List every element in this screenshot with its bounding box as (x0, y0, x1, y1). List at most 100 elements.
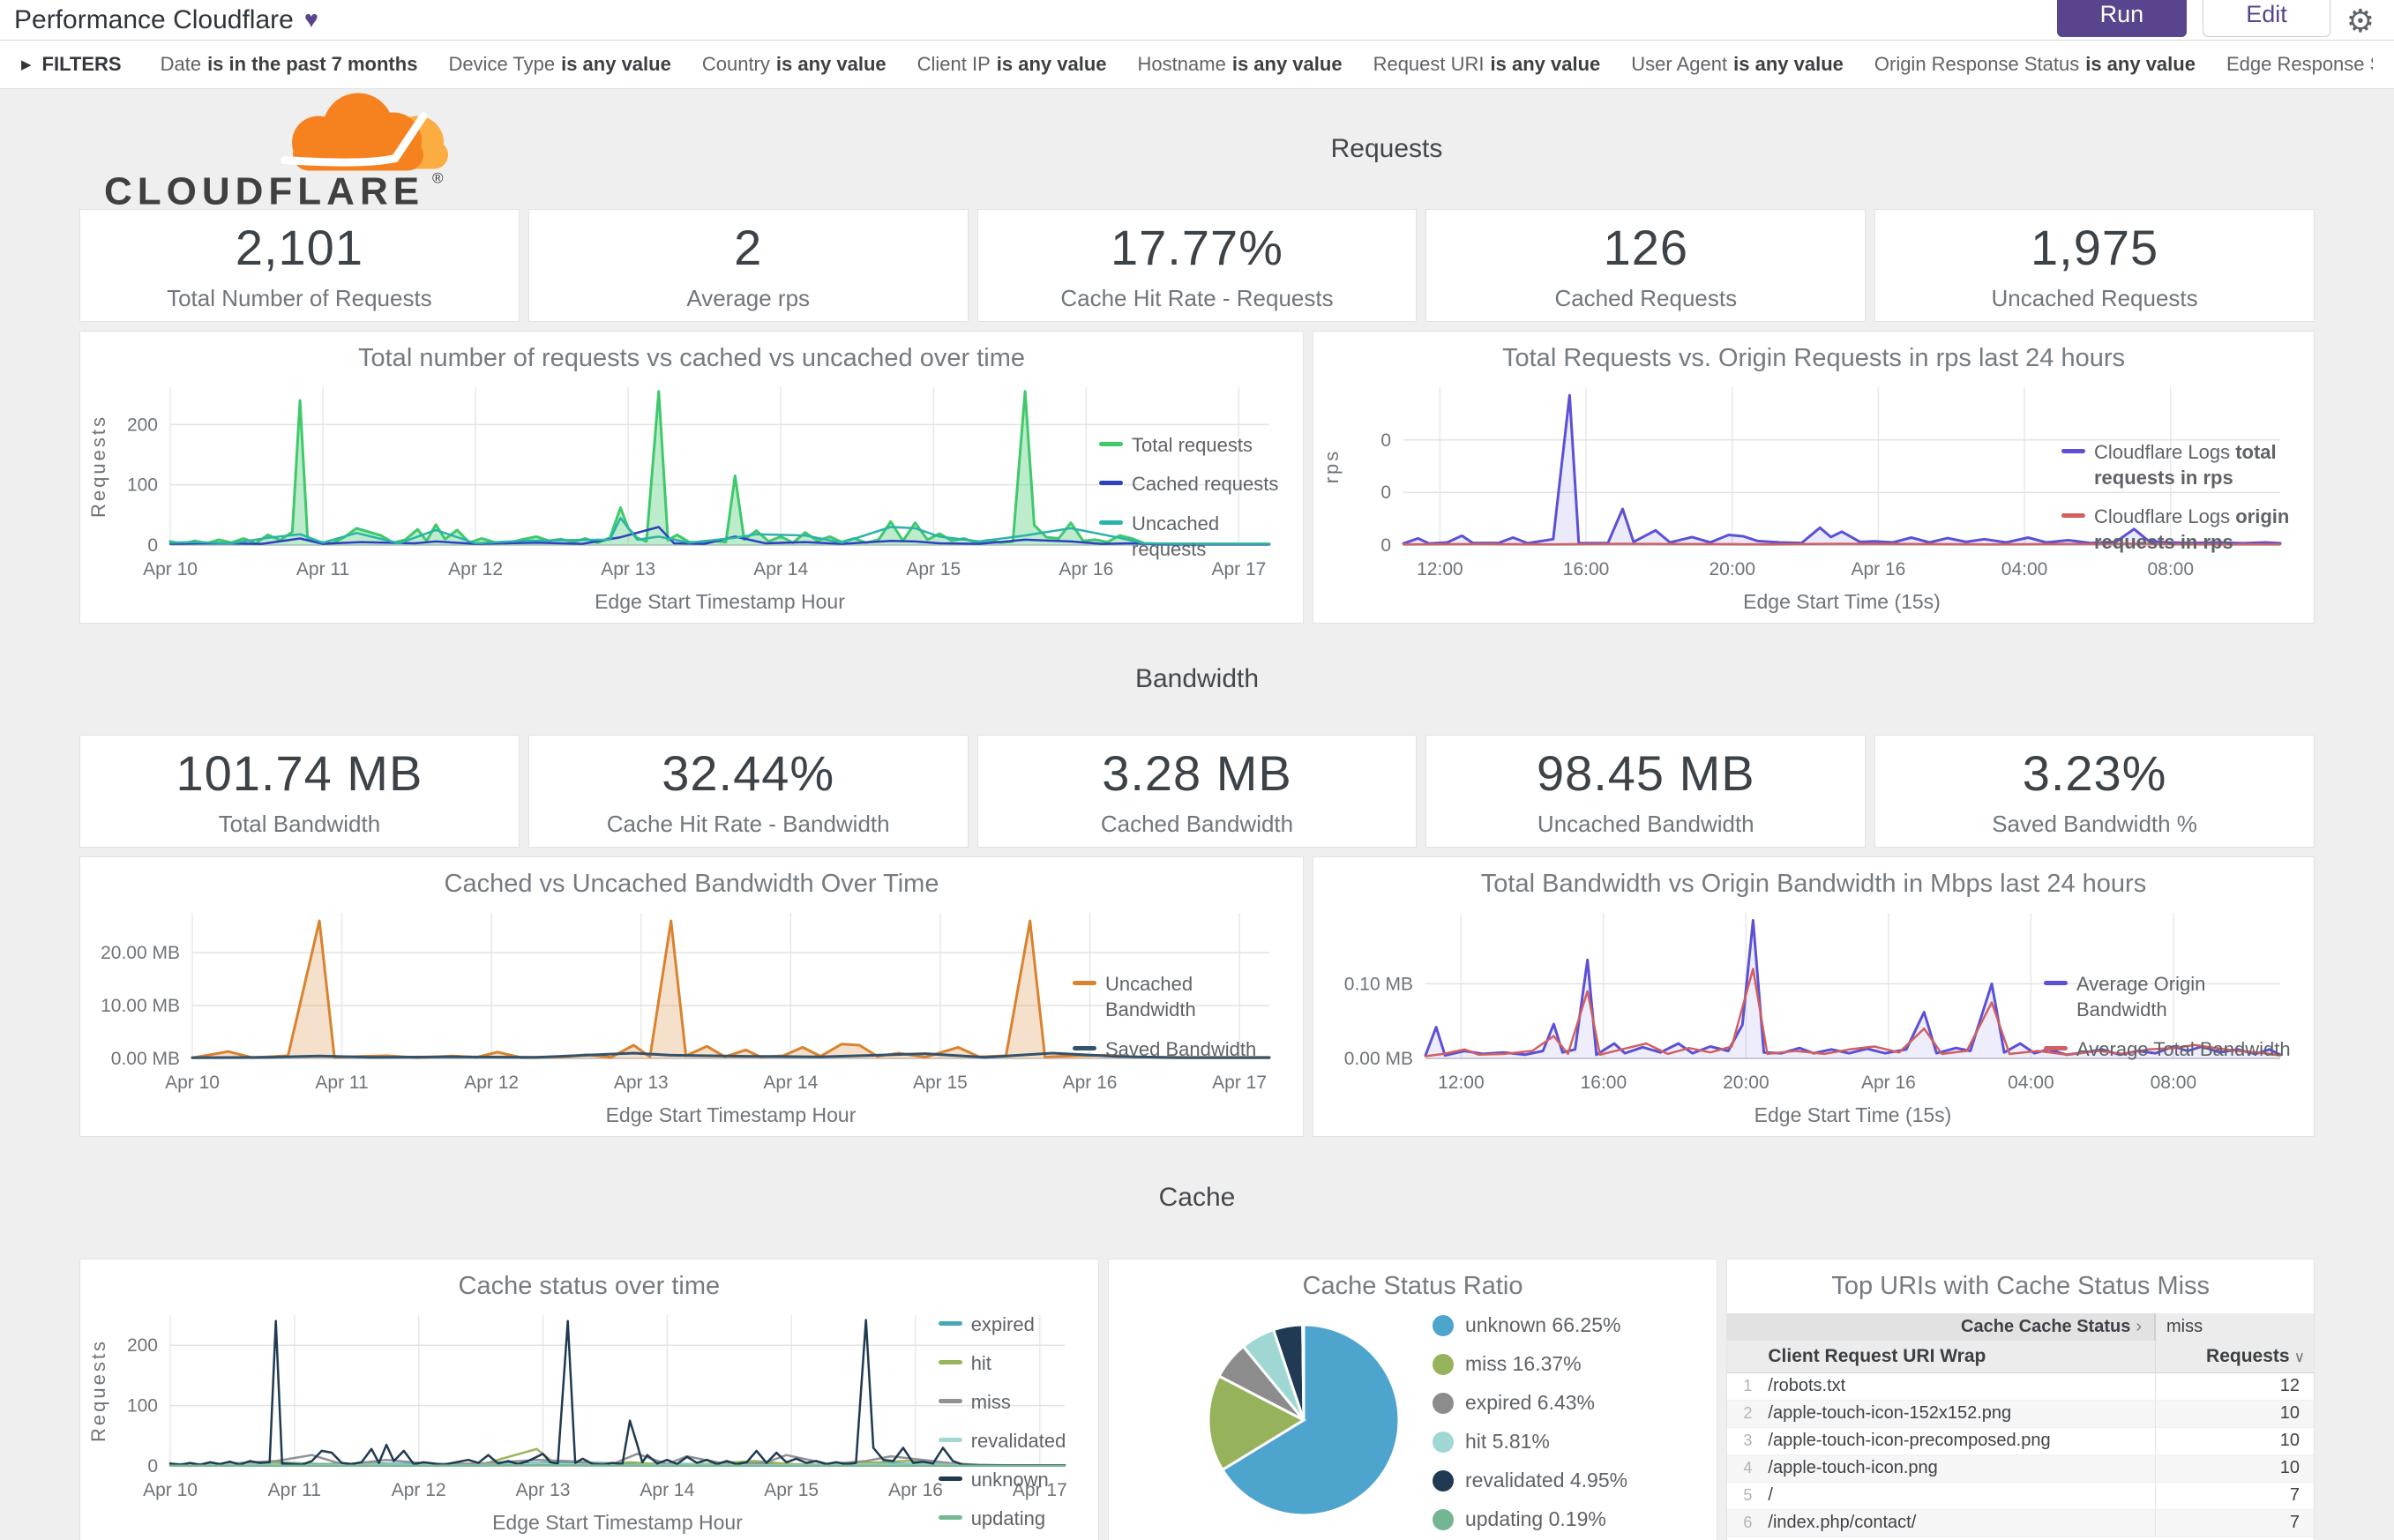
legend-item-uncached-bandwidth[interactable]: Uncached Bandwidth (1073, 971, 1285, 1022)
pie-legend-item-hit[interactable]: hit 5.81% (1432, 1430, 1627, 1454)
filter-item-device-type[interactable]: Device Type is any value (448, 53, 671, 75)
filter-item-hostname[interactable]: Hostname is any value (1137, 53, 1343, 75)
legend-label: updating (970, 1507, 1046, 1530)
requests-kpi-tile: 2,101 Total Number of Requests (79, 209, 520, 322)
expand-arrow-icon: ▶ (21, 57, 32, 72)
bandwidth-over-time-chart: 0.00 MB 10.00 MB 20.00 MB Apr 10 Apr 11 Apr 1… (82, 901, 1271, 1133)
legend-label: Average Total Bandwidth (2076, 1037, 2291, 1060)
filter-item-date[interactable]: Date is in the past 7 months (160, 53, 418, 75)
svg-text:04:00: 04:00 (2008, 1073, 2054, 1093)
section-title-requests: Requests (1330, 134, 1443, 163)
kpi-value: 17.77% (1111, 220, 1283, 275)
pie-legend-item-updating[interactable]: updating 0.19% (1432, 1507, 1627, 1531)
requests-cell: 10 (2154, 1400, 2315, 1428)
pie-legend-item-miss[interactable]: miss 16.37% (1432, 1352, 1627, 1376)
requests-kpi-row: 2,101 Total Number of Requests 2 Average rp… (79, 209, 2315, 322)
pie-legend-item-revalidated[interactable]: revalidated 4.95% (1432, 1469, 1627, 1492)
svg-text:16:00: 16:00 (1581, 1073, 1627, 1093)
requests-column-header[interactable]: Requests ∨ (2154, 1341, 2315, 1373)
kpi-label: Total Number of Requests (167, 285, 432, 311)
svg-text:Edge Start Time (15s): Edge Start Time (15s) (1754, 1103, 1952, 1126)
run-button[interactable]: Run (2056, 0, 2188, 37)
section-cache-header: Cache (79, 1137, 2315, 1259)
filters-toggle-label: FILTERS (41, 53, 122, 75)
chart-legend: Average Origin Bandwidth Average Total Ba… (2044, 901, 2308, 1133)
table-row: 5/7 (1727, 1482, 2315, 1510)
svg-text:Apr 10: Apr 10 (165, 1073, 220, 1093)
legend-item-uncached-requests[interactable]: Uncached requests (1099, 511, 1285, 562)
filters-toggle[interactable]: ▶ FILTERS (21, 53, 122, 76)
bandwidth-kpi-tile: 3.23% Saved Bandwidth % (1874, 735, 2315, 848)
filter-item-country[interactable]: Country is any value (701, 53, 887, 75)
svg-text:Apr 10: Apr 10 (143, 1480, 198, 1500)
svg-text:100: 100 (127, 475, 158, 496)
section-requests-header: CLOUDFLARE ® Requests (79, 89, 2315, 209)
requests-cell: 12 (2154, 1372, 2315, 1401)
filter-item-user-agent[interactable]: User Agent is any value (1631, 53, 1844, 75)
kpi-value: 32.44% (662, 745, 835, 801)
svg-text:0: 0 (1380, 482, 1391, 503)
pivot-field-cell: Cache Cache Status › (1727, 1313, 2156, 1341)
svg-text:12:00: 12:00 (1417, 559, 1463, 579)
legend-item-updating[interactable]: updating (938, 1506, 1081, 1531)
filter-item-request-uri[interactable]: Request URI is any value (1373, 53, 1601, 75)
uri-column-header: Client Request URI Wrap (1759, 1341, 2156, 1373)
pie-legend-label: miss 16.37% (1464, 1352, 1582, 1375)
chart-title: Total number of requests vs cached vs un… (358, 344, 1025, 372)
legend-item-unknown[interactable]: unknown (938, 1467, 1081, 1492)
legend-item-hit[interactable]: hit (938, 1350, 1081, 1376)
chart-title: Cache Status Ratio (1302, 1272, 1523, 1300)
legend-item-cloudflare-logs-total-requests-in-rps[interactable]: Cloudflare Logs total requests in rps (2061, 439, 2296, 490)
legend-item-average-origin-bandwidth[interactable]: Average Origin Bandwidth (2044, 971, 2296, 1022)
legend-item-saved-bandwidth[interactable]: Saved Bandwidth (1073, 1036, 1285, 1062)
pie-legend-label: unknown 66.25% (1464, 1313, 1621, 1336)
svg-text:04:00: 04:00 (2001, 559, 2048, 579)
legend-swatch (1099, 481, 1123, 486)
kpi-value: 1,975 (2031, 220, 2159, 275)
kpi-value: 2,101 (235, 220, 363, 275)
legend-item-miss[interactable]: miss (938, 1389, 1081, 1415)
svg-text:0: 0 (147, 535, 158, 556)
legend-item-revalidated[interactable]: revalidated (938, 1428, 1081, 1454)
registered-mark: ® (432, 170, 444, 187)
svg-text:0: 0 (1380, 430, 1391, 451)
uri-cell: /robots.txt (1759, 1372, 2156, 1401)
kpi-value: 3.23% (2022, 745, 2167, 801)
pivot-header-row: Cache Cache Status › miss (1727, 1313, 2315, 1341)
kpi-label: Cached Bandwidth (1100, 811, 1294, 837)
chevron-right-icon: › (2136, 1317, 2143, 1336)
svg-text:Apr 15: Apr 15 (764, 1480, 819, 1500)
svg-text:Apr 11: Apr 11 (296, 559, 349, 579)
section-bandwidth-header: Bandwidth (79, 624, 2315, 735)
requests-kpi-tile: 126 Cached Requests (1425, 209, 1867, 322)
legend-item-cloudflare-logs-origin-requests-in-rps[interactable]: Cloudflare Logs origin requests in rps (2061, 504, 2296, 555)
kpi-value: 2 (734, 220, 763, 275)
legend-label: revalidated (970, 1430, 1066, 1452)
legend-item-total-requests[interactable]: Total requests (1099, 432, 1285, 458)
svg-text:0: 0 (1380, 535, 1391, 556)
edit-button[interactable]: Edit (2203, 0, 2330, 37)
svg-text:Apr 15: Apr 15 (906, 559, 961, 579)
legend-item-cached-requests[interactable]: Cached requests (1099, 471, 1285, 497)
filter-item-origin-response-status[interactable]: Origin Response Status is any value (1874, 53, 2196, 75)
legend-item-average-total-bandwidth[interactable]: Average Total Bandwidth (2044, 1036, 2296, 1062)
requests-kpi-tile: 1,975 Uncached Requests (1874, 209, 2315, 322)
kpi-value: 126 (1603, 220, 1688, 275)
filter-bar: ▶ FILTERS Date is in the past 7 months Dev… (0, 41, 2394, 89)
legend-dot (1432, 1508, 1454, 1530)
pie-legend-item-expired[interactable]: expired 6.43% (1432, 1391, 1627, 1415)
chart-legend: expired hit miss revalidated unknown updating (938, 1303, 1093, 1540)
kpi-label: Total Bandwidth (218, 811, 381, 837)
svg-text:20.00 MB: 20.00 MB (101, 943, 180, 963)
svg-text:Apr 16: Apr 16 (1851, 559, 1905, 579)
pie-legend-label: expired 6.43% (1464, 1391, 1596, 1414)
dashboard-content: CLOUDFLARE ® Requests 2,101 Total Number … (0, 89, 2394, 1540)
svg-text:Apr 12: Apr 12 (464, 1073, 519, 1093)
legend-item-expired[interactable]: expired (938, 1312, 1081, 1337)
pie-legend-item-unknown[interactable]: unknown 66.25% (1432, 1313, 1627, 1337)
gear-icon[interactable]: ⚙ (2345, 2, 2375, 39)
legend-label: miss (970, 1390, 1011, 1413)
filter-item-client-ip[interactable]: Client IP is any value (916, 53, 1107, 75)
svg-text:Apr 13: Apr 13 (516, 1480, 571, 1500)
